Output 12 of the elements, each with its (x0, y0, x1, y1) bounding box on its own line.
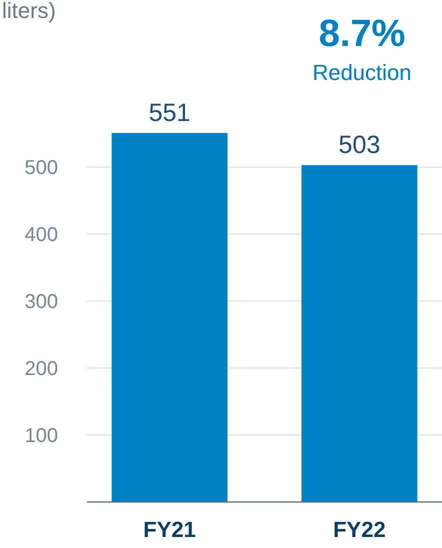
text: 8.7% (318, 13, 406, 55)
data-label: 551 (148, 99, 190, 127)
y-tick-label: 500 (24, 157, 58, 180)
y-tick-label: 300 (24, 291, 58, 314)
x-tick-label: FY22 (333, 517, 386, 542)
text: Reduction (312, 60, 412, 85)
y-tick-label: 400 (24, 224, 58, 246)
data-label: 503 (338, 131, 380, 160)
x-tick-label: FY21 (143, 517, 196, 542)
y-tick-label: 100 (24, 425, 58, 448)
y-tick-label: 200 (24, 358, 58, 380)
chart-title: liters) (2, 0, 56, 23)
